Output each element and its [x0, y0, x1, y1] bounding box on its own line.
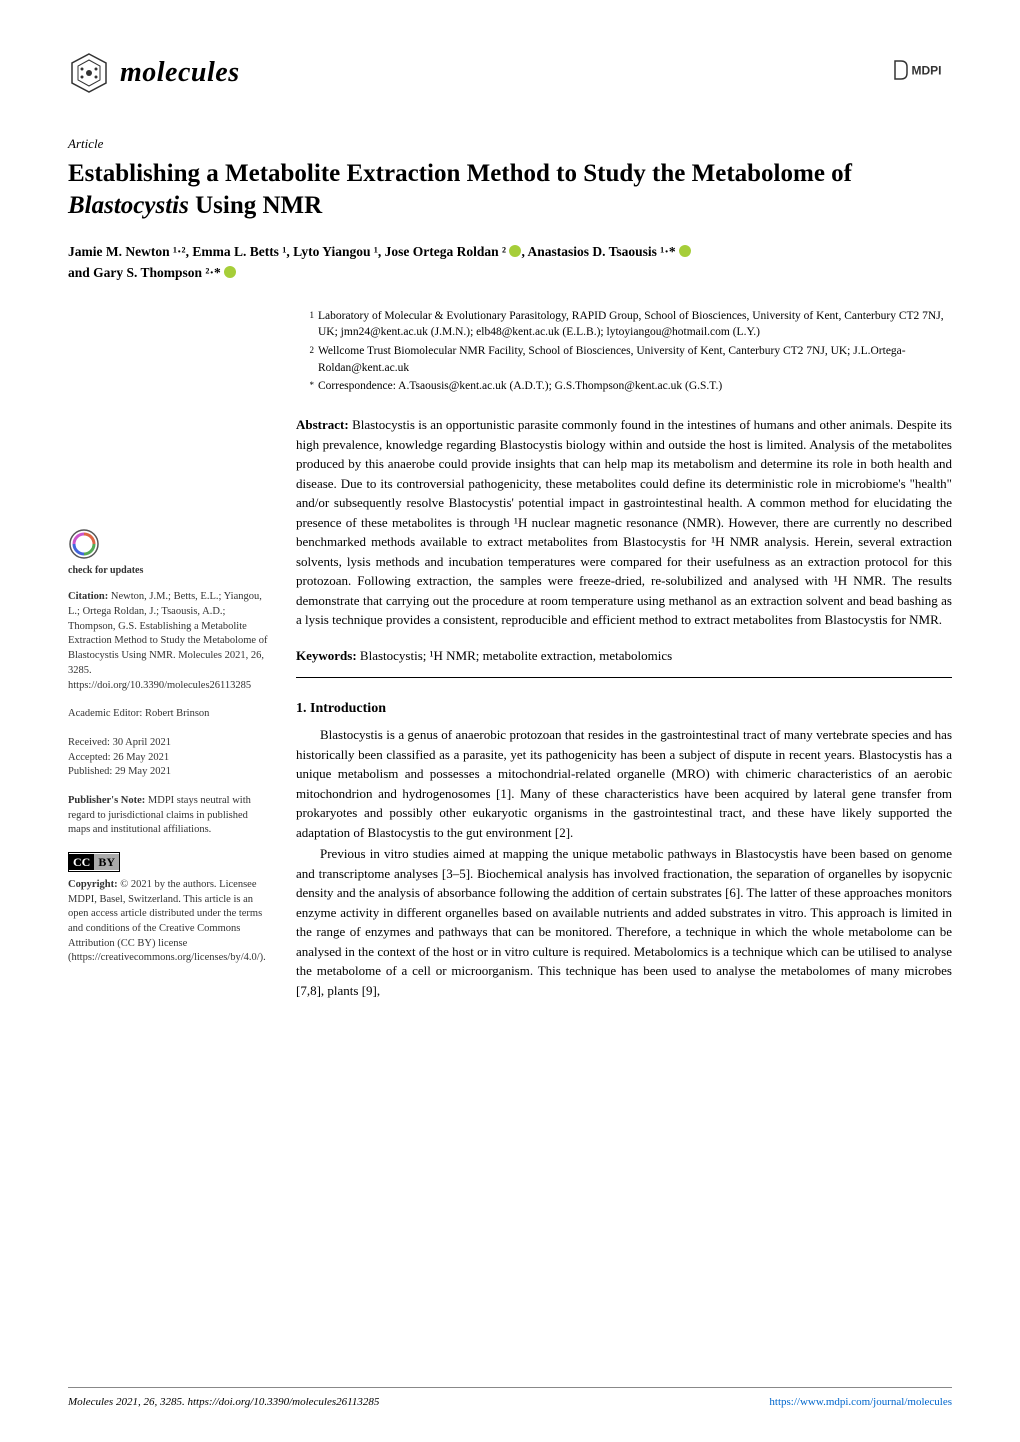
citation-block: Citation: Newton, J.M.; Betts, E.L.; Yia… [68, 590, 268, 693]
keywords-text: Blastocystis; ¹H NMR; metabolite extract… [357, 648, 673, 663]
article-title: Establishing a Metabolite Extraction Met… [68, 158, 952, 223]
author-list: Jamie M. Newton ¹·², Emma L. Betts ¹, Ly… [68, 241, 952, 284]
title-post: Using NMR [189, 192, 322, 219]
affiliations: 1 Laboratory of Molecular & Evolutionary… [296, 308, 952, 395]
publishers-note-label: Publisher's Note: [68, 795, 145, 806]
publisher-logo: MDPI [892, 55, 952, 91]
body-paragraph: Blastocystis is a genus of anaerobic pro… [296, 725, 952, 842]
journal-name: molecules [120, 52, 240, 94]
affil-text: Correspondence: A.Tsaousis@kent.ac.uk (A… [318, 380, 722, 392]
cc-by-badge[interactable]: CCBY [68, 852, 120, 872]
accepted-date: Accepted: 26 May 2021 [68, 751, 268, 766]
license-block: CCBY Copyright: © 2021 by the authors. L… [68, 852, 268, 966]
affil-marker: 1 [296, 309, 314, 322]
published-date: Published: 29 May 2021 [68, 765, 268, 780]
orcid-icon[interactable] [509, 245, 521, 257]
footer-journal-link[interactable]: https://www.mdpi.com/journal/molecules [769, 1396, 952, 1408]
title-pre: Establishing a Metabolite Extraction Met… [68, 160, 852, 187]
affil-text: Wellcome Trust Biomolecular NMR Facility… [318, 345, 906, 374]
affil-text: Laboratory of Molecular & Evolutionary P… [318, 310, 944, 339]
academic-editor: Academic Editor: Robert Brinson [68, 707, 268, 722]
affil-marker: 2 [296, 344, 314, 357]
received-date: Received: 30 April 2021 [68, 736, 268, 751]
svg-text:MDPI: MDPI [912, 64, 942, 78]
journal-icon [68, 52, 110, 94]
page-header: molecules MDPI [68, 52, 952, 94]
article-type: Article [68, 134, 952, 154]
citation-label: Citation: [68, 591, 108, 602]
abstract-text: Blastocystis is an opportunistic parasit… [296, 417, 952, 627]
authors-line-1a: Jamie M. Newton ¹·², Emma L. Betts ¹, Ly… [68, 244, 509, 259]
abstract-label: Abstract: [296, 417, 349, 432]
body-paragraph: Previous in vitro studies aimed at mappi… [296, 844, 952, 1000]
affiliation-item: 1 Laboratory of Molecular & Evolutionary… [318, 308, 952, 341]
authors-line-1b: , Anastasios D. Tsaousis ¹·* [521, 244, 679, 259]
title-species: Blastocystis [68, 192, 189, 219]
section-heading: 1. Introduction [296, 698, 952, 719]
page-footer: Molecules 2021, 26, 3285. https://doi.or… [68, 1387, 952, 1411]
check-updates-label: check for updates [68, 565, 268, 576]
publishers-note: Publisher's Note: MDPI stays neutral wit… [68, 794, 268, 838]
copyright-text: © 2021 by the authors. Licensee MDPI, Ba… [68, 879, 266, 963]
footer-citation: Molecules 2021, 26, 3285. https://doi.or… [68, 1394, 379, 1411]
check-for-updates[interactable]: check for updates [68, 528, 268, 577]
journal-logo: molecules [68, 52, 240, 94]
abstract: Abstract: Blastocystis is an opportunist… [296, 415, 952, 630]
citation-text: Newton, J.M.; Betts, E.L.; Yiangou, L.; … [68, 591, 267, 690]
orcid-icon[interactable] [679, 245, 691, 257]
section-divider [296, 677, 952, 678]
orcid-icon[interactable] [224, 266, 236, 278]
sidebar: check for updates Citation: Newton, J.M.… [68, 308, 268, 1002]
main-content: 1 Laboratory of Molecular & Evolutionary… [296, 308, 952, 1002]
affil-marker: * [296, 379, 314, 392]
keywords: Keywords: Blastocystis; ¹H NMR; metaboli… [296, 646, 952, 666]
authors-line-2: and Gary S. Thompson ²·* [68, 265, 224, 280]
dates-block: Received: 30 April 2021 Accepted: 26 May… [68, 736, 268, 780]
keywords-label: Keywords: [296, 648, 357, 663]
affiliation-item: * Correspondence: A.Tsaousis@kent.ac.uk … [318, 378, 952, 395]
copyright-label: Copyright: [68, 879, 118, 890]
affiliation-item: 2 Wellcome Trust Biomolecular NMR Facili… [318, 343, 952, 376]
